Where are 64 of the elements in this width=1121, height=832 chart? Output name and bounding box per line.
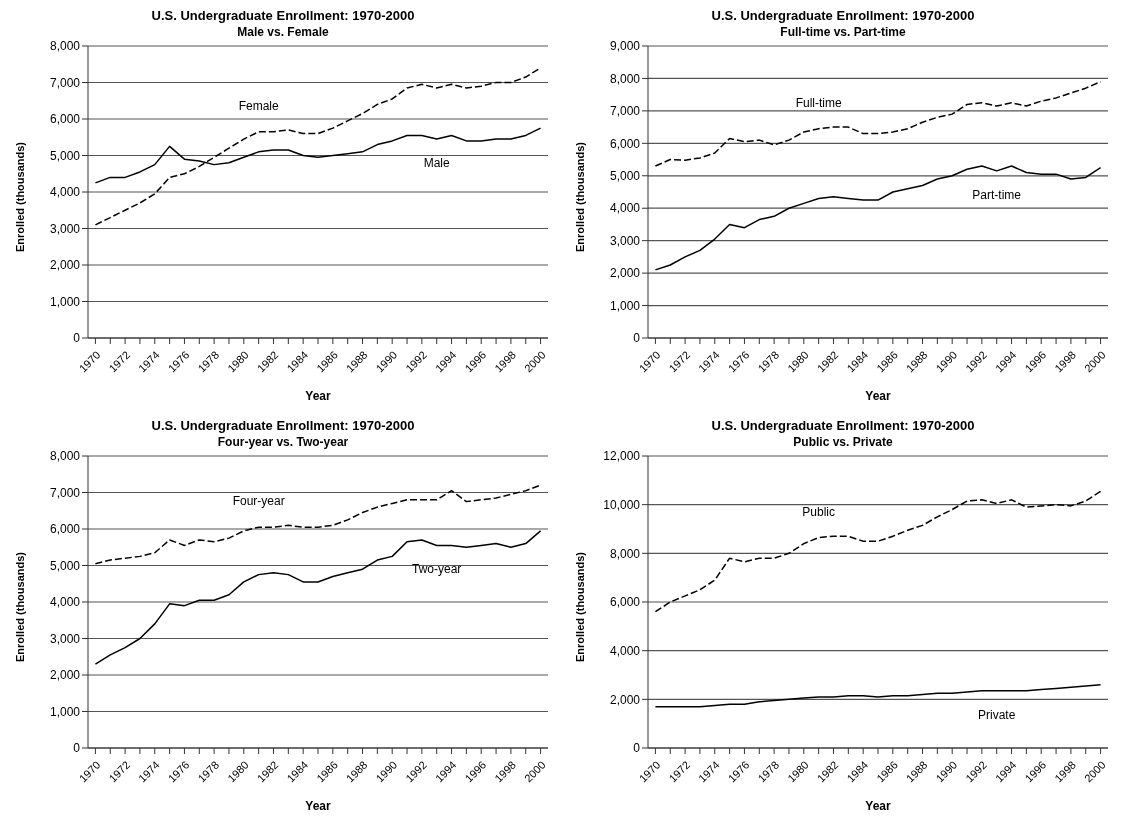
y-tick-label: 5,000	[609, 169, 641, 184]
y-tick-label: 3,000	[49, 221, 81, 236]
chart-subtitle: Full-time vs. Part-time	[779, 24, 907, 40]
y-tick-label: 7,000	[49, 485, 81, 500]
y-tick-label: 8,000	[49, 449, 81, 464]
y-tick-label: 1,000	[609, 298, 641, 313]
y-tick-label: 4,000	[49, 595, 81, 610]
series-label: Four-year	[232, 494, 285, 509]
y-tick-label: 8,000	[609, 71, 641, 86]
line-series	[94, 484, 542, 565]
y-axis-title: Enrolled (thousands)	[573, 551, 586, 662]
y-axis-title: Enrolled (thousands)	[573, 141, 586, 252]
y-tick-label: 4,000	[609, 643, 641, 658]
y-tick-label: 7,000	[609, 104, 641, 119]
x-axis-title: Year	[305, 799, 332, 813]
series-label: Male	[423, 156, 451, 171]
y-tick-label: 2,000	[609, 266, 641, 281]
y-axis-title: Enrolled (thousands)	[13, 551, 26, 662]
series-label: Two-year	[412, 562, 462, 577]
y-tick-label: 0	[73, 331, 81, 346]
line-series	[94, 530, 542, 665]
y-tick-label: 9,000	[609, 39, 641, 54]
series-label: Full-time	[795, 95, 842, 110]
chart-subtitle: Public vs. Private	[792, 434, 894, 450]
chart-title: U.S. Undergraduate Enrollment: 1970-2000	[150, 8, 416, 24]
y-tick-label: 4,000	[49, 185, 81, 200]
line-series	[654, 683, 1102, 708]
line-series	[654, 165, 1102, 271]
chart-title: U.S. Undergraduate Enrollment: 1970-2000	[710, 418, 976, 434]
y-tick-label: 7,000	[49, 75, 81, 90]
y-tick-label: 2,000	[49, 668, 81, 683]
series-label: Public	[802, 504, 835, 519]
y-tick-label: 6,000	[609, 136, 641, 151]
y-tick-label: 0	[633, 331, 641, 346]
series-label: Female	[238, 98, 279, 113]
y-tick-label: 6,000	[49, 522, 81, 537]
series-label: Private	[978, 707, 1016, 722]
chart-title: U.S. Undergraduate Enrollment: 1970-2000	[710, 8, 976, 24]
y-tick-label: 1,000	[49, 704, 81, 719]
y-tick-label: 12,000	[603, 449, 641, 464]
y-tick-label: 6,000	[609, 595, 641, 610]
chart-title: U.S. Undergraduate Enrollment: 1970-2000	[150, 418, 416, 434]
y-tick-label: 5,000	[49, 558, 81, 573]
y-tick-label: 2,000	[609, 692, 641, 707]
y-axis-title: Enrolled (thousands)	[13, 141, 26, 252]
x-axis-title: Year	[865, 799, 892, 813]
series-label: Part-time	[972, 187, 1022, 202]
line-series	[654, 490, 1102, 613]
y-tick-label: 4,000	[609, 201, 641, 216]
y-tick-label: 8,000	[49, 39, 81, 54]
x-axis-title: Year	[865, 389, 892, 403]
chart-subtitle: Four-year vs. Two-year	[216, 434, 350, 450]
y-tick-label: 5,000	[49, 148, 81, 163]
y-tick-label: 3,000	[609, 233, 641, 248]
y-tick-label: 3,000	[49, 631, 81, 646]
y-tick-label: 0	[633, 741, 641, 756]
chart-subtitle: Male vs. Female	[236, 24, 330, 40]
x-axis-title: Year	[305, 389, 332, 403]
y-tick-label: 0	[73, 741, 81, 756]
y-tick-label: 1,000	[49, 294, 81, 309]
y-tick-label: 10,000	[603, 497, 641, 512]
y-tick-label: 8,000	[609, 546, 641, 561]
y-tick-label: 6,000	[49, 112, 81, 127]
y-tick-label: 2,000	[49, 258, 81, 273]
